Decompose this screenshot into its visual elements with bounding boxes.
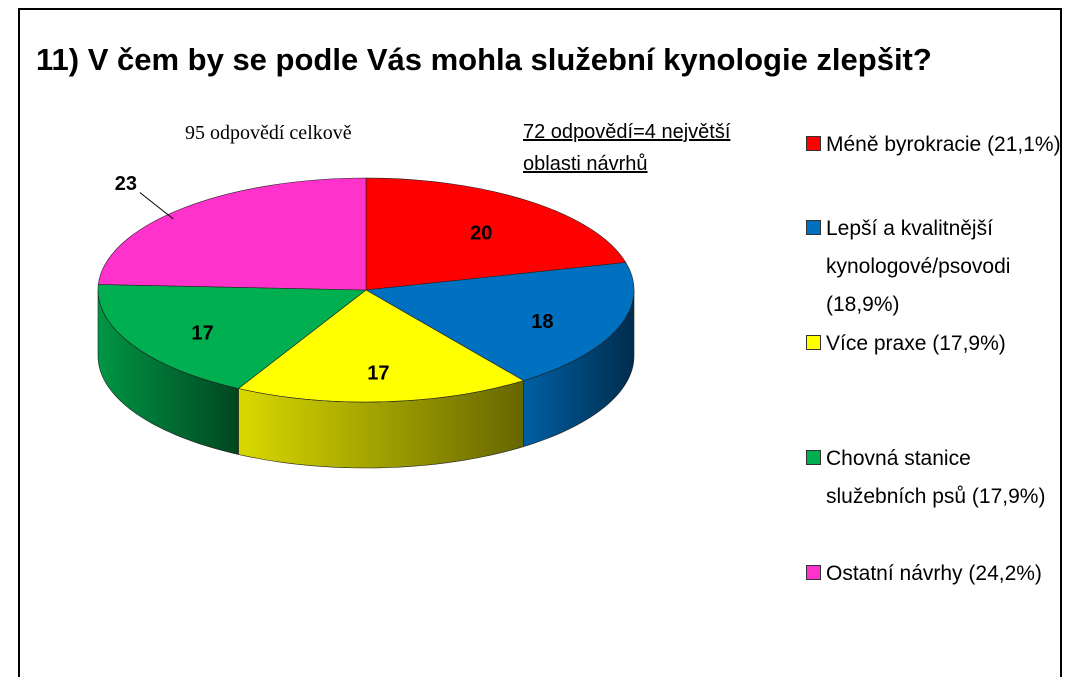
annotation: 95 odpovědí celkově bbox=[185, 122, 352, 144]
legend-label: Chovná stanice služebních psů (17,9%) bbox=[826, 447, 1046, 508]
legend-item: Méně byrokracie (21,1%) bbox=[806, 126, 1064, 164]
legend-label: Ostatní návrhy (24,2%) bbox=[826, 562, 1042, 585]
data-label: 20 bbox=[470, 222, 492, 244]
legend-swatch bbox=[806, 565, 821, 580]
slice bbox=[237, 289, 525, 403]
legend-label: Více praxe (17,9%) bbox=[826, 332, 1006, 355]
slice bbox=[97, 284, 367, 389]
legend-item: Více praxe (17,9%) bbox=[806, 325, 1064, 363]
data-label: 23 bbox=[115, 173, 137, 195]
legend-item: Chovná stanice služebních psů (17,9%) bbox=[806, 440, 1064, 516]
legend-item: Ostatní návrhy (24,2%) bbox=[806, 555, 1064, 593]
chart-title: 11) V čem by se podle Vás mohla služební… bbox=[36, 42, 932, 77]
legend-label: Méně byrokracie (21,1%) bbox=[826, 133, 1061, 156]
slice bbox=[365, 177, 627, 291]
legend-swatch bbox=[806, 136, 821, 151]
legend-label: Lepší a kvalitnější kynologové/psovodi (… bbox=[826, 217, 1011, 316]
data-label: 18 bbox=[531, 311, 553, 333]
slice bbox=[97, 177, 367, 291]
legend-item: Lepší a kvalitnější kynologové/psovodi (… bbox=[806, 210, 1064, 324]
data-label: 17 bbox=[191, 323, 213, 345]
slice bbox=[365, 262, 635, 381]
legend-swatch bbox=[806, 335, 821, 350]
frame bbox=[18, 8, 1062, 677]
leader-line bbox=[139, 192, 174, 220]
legend-swatch bbox=[806, 220, 821, 235]
annotation: 72 odpovědí=4 největší oblasti návrhů bbox=[523, 121, 731, 175]
legend-swatch bbox=[806, 450, 821, 465]
data-label: 17 bbox=[367, 363, 389, 385]
